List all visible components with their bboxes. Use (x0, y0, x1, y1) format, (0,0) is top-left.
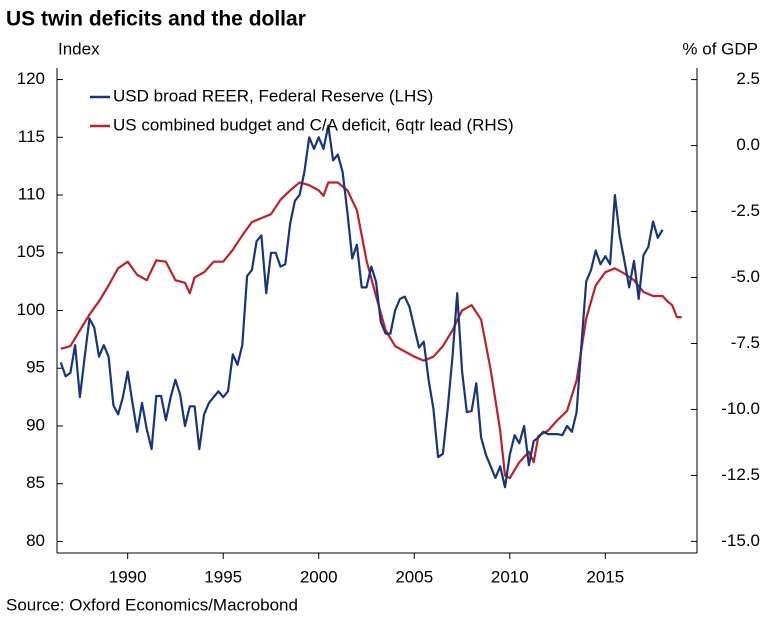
x-tick-label: 2010 (491, 567, 529, 586)
x-tick-label: 2015 (586, 567, 624, 586)
y-tick-label: 90 (26, 415, 45, 434)
x-tick-label: 2000 (300, 567, 338, 586)
x-tick-label: 1995 (204, 567, 242, 586)
y-tick-label: 80 (26, 531, 45, 550)
legend-label: USD broad REER, Federal Reserve (LHS) (113, 86, 433, 105)
y2-tick-label: -15.0 (721, 531, 760, 550)
y-tick-label: 110 (18, 185, 45, 204)
y2-tick-label: 0.0 (736, 135, 760, 154)
y-axis-label: Index (58, 39, 100, 58)
y2-tick-label: -10.0 (721, 399, 760, 418)
y-tick-label: 115 (18, 127, 45, 146)
chart-title: US twin deficits and the dollar (6, 8, 306, 31)
y2-tick-label: 2.5 (736, 69, 760, 88)
y2-tick-label: -12.5 (721, 465, 760, 484)
y-tick-label: 100 (17, 300, 45, 319)
y2-tick-label: -5.0 (731, 267, 760, 286)
y-tick-label: 85 (26, 473, 45, 492)
source-note: Source: Oxford Economics/Macrobond (6, 595, 298, 614)
x-tick-label: 1990 (109, 567, 147, 586)
data-line (59, 124, 664, 489)
y2-axis-label: % of GDP (682, 39, 758, 58)
legend-label: US combined budget and C/A deficit, 6qtr… (113, 115, 514, 134)
y2-tick-label: -7.5 (731, 333, 760, 352)
y-tick-label: 95 (26, 358, 45, 377)
y-tick-label: 105 (17, 242, 45, 261)
y-tick-label: 120 (17, 69, 45, 88)
y2-tick-label: -2.5 (731, 201, 760, 220)
x-tick-label: 2005 (395, 567, 433, 586)
